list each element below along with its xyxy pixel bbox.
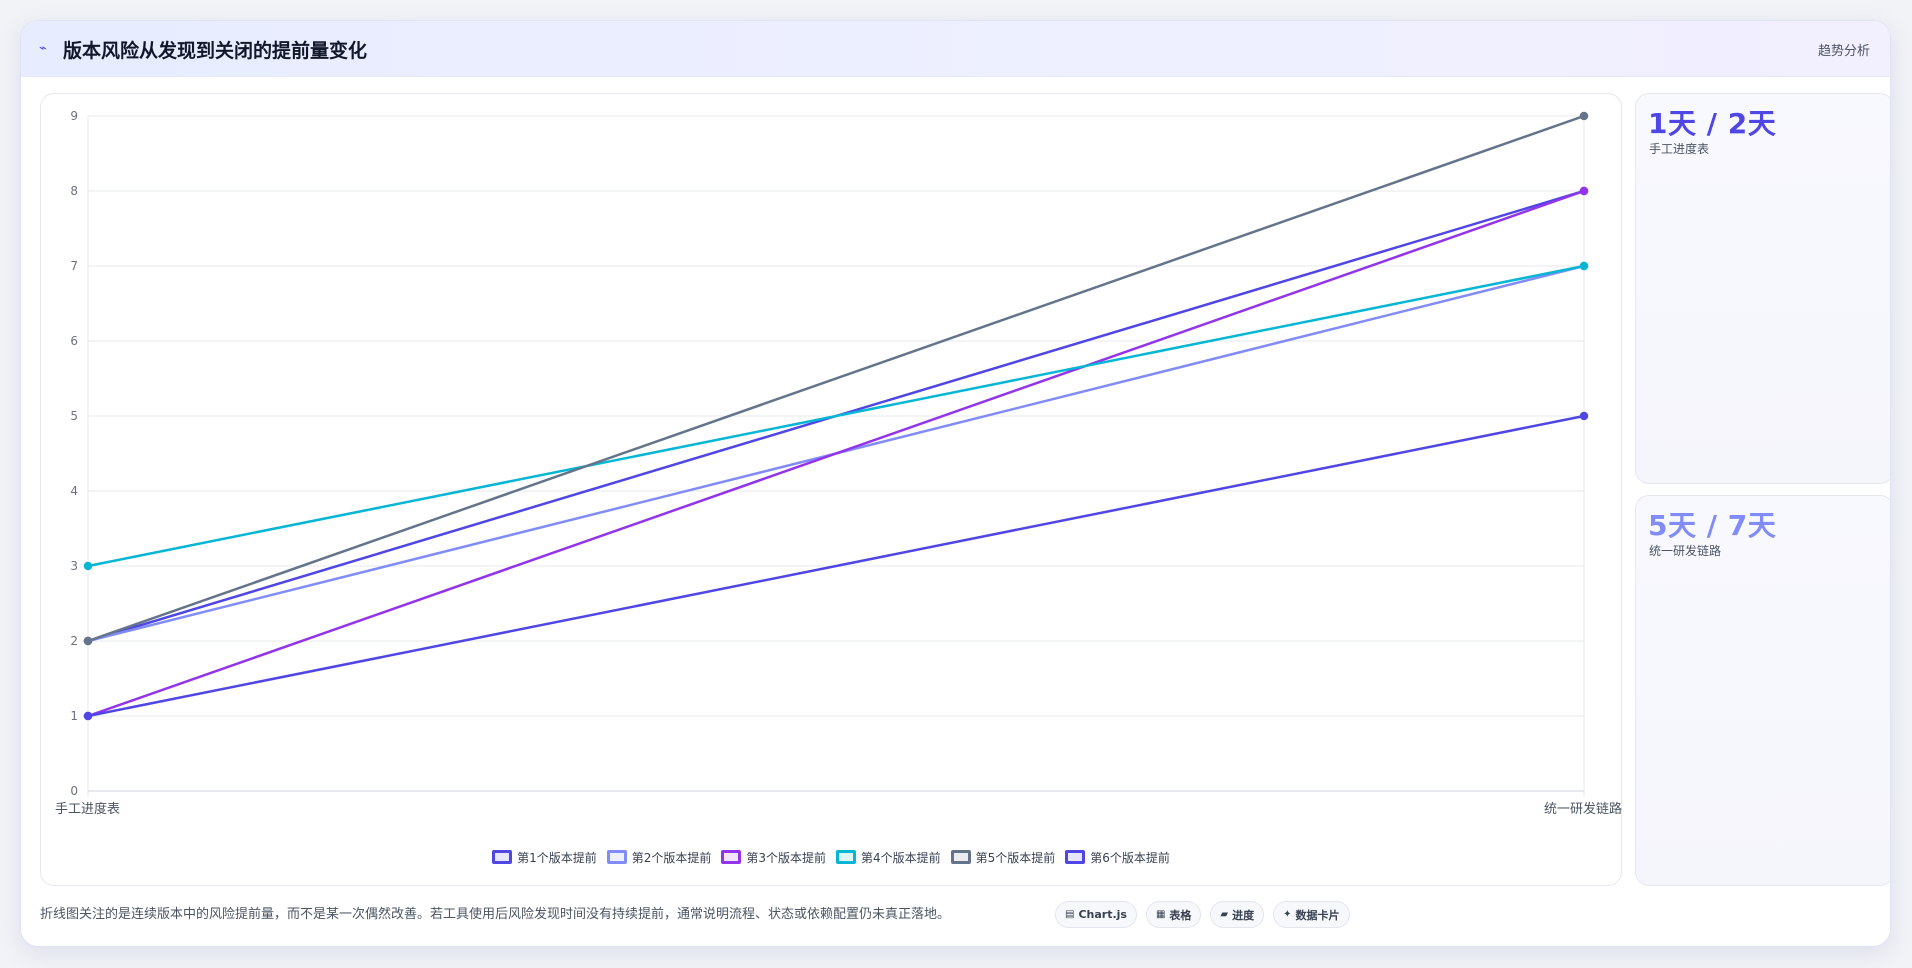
chip-progress[interactable]: ▰ 进度 xyxy=(1210,901,1265,928)
series-point-4 xyxy=(1579,261,1589,271)
legend-item-4[interactable]: 第4个版本提前 xyxy=(836,847,941,867)
stat-label: 统一研发链路 xyxy=(1649,544,1722,558)
legend-label: 第1个版本提前 xyxy=(517,850,597,865)
legend-item-5[interactable]: 第5个版本提前 xyxy=(950,847,1056,867)
stat-label: 手工进度表 xyxy=(1649,142,1710,156)
y-tick-label: 8 xyxy=(70,184,78,198)
y-tick-label: 5 xyxy=(70,409,78,423)
chip-label: 表格 xyxy=(1169,908,1192,922)
y-tick-label: 0 xyxy=(70,784,78,798)
chip-label: Chart.js xyxy=(1078,908,1127,921)
chip-label: 进度 xyxy=(1232,908,1255,922)
trend-icon: ⌁ xyxy=(39,41,47,56)
series-line-6 xyxy=(87,414,1585,718)
series-point-6 xyxy=(83,711,93,721)
series-line-5 xyxy=(87,114,1585,643)
y-tick-label: 4 xyxy=(70,484,78,498)
y-tick-label: 2 xyxy=(70,634,78,648)
legend-swatch xyxy=(950,850,971,864)
series-line-4 xyxy=(87,264,1585,568)
legend-label: 第2个版本提前 xyxy=(631,850,712,865)
y-tick-label: 6 xyxy=(70,334,78,348)
stat-card-unified: 5天 / 7天 统一研发链路 xyxy=(1635,495,1890,886)
table-icon: ▦ xyxy=(1155,909,1166,920)
stat-value: 5天 / 7天 xyxy=(1648,509,1777,542)
chip-group: ▤ Chart.js ▦ 表格 ▰ 进度 ✦ 数据卡片 xyxy=(1055,901,1350,928)
chart-legend: 第1个版本提前 第2个版本提前 第3个版本提前 第4个版本提前 第5个版本提前 第6个版本… xyxy=(41,847,1621,867)
series-line-3 xyxy=(87,189,1585,718)
chip-table[interactable]: ▦ 表格 xyxy=(1145,901,1202,928)
legend-item-3[interactable]: 第3个版本提前 xyxy=(721,847,826,867)
y-tick-label: 3 xyxy=(70,559,78,573)
card-title: 版本风险从发现到关闭的提前量变化 xyxy=(63,40,368,62)
header-tag: 趋势分析 xyxy=(1817,44,1870,59)
series-point-3 xyxy=(1579,186,1589,196)
legend-label: 第4个版本提前 xyxy=(861,850,941,865)
series-point-6 xyxy=(1579,411,1589,421)
y-tick-label: 9 xyxy=(70,109,78,123)
trend-card: ⌁ 版本风险从发现到关闭的提前量变化 趋势分析 0 1 2 3 4 5 6 7 8 9 手工进度表统… xyxy=(20,20,1891,947)
card-header: ⌁ 版本风险从发现到关闭的提前量变化 趋势分析 xyxy=(21,21,1890,77)
legend-swatch xyxy=(1065,850,1086,864)
legend-label: 第3个版本提前 xyxy=(746,850,826,865)
chart-icon: ▤ xyxy=(1065,909,1075,920)
stat-card-manual: 1天 / 2天 手工进度表 xyxy=(1635,93,1890,484)
y-tick-label: 7 xyxy=(70,259,78,273)
series-point-5 xyxy=(1579,111,1589,121)
chart-panel: 0 1 2 3 4 5 6 7 8 9 手工进度表 统一研发链路 第1个版本提前 第2个版本提前 第3个版… xyxy=(40,93,1622,886)
legend-label: 第5个版本提前 xyxy=(975,850,1056,865)
chip-data-card[interactable]: ✦ 数据卡片 xyxy=(1273,901,1350,928)
series-point-5 xyxy=(83,636,93,646)
series-point-4 xyxy=(83,561,93,571)
chip-chartjs[interactable]: ▤ Chart.js xyxy=(1055,901,1137,928)
progress-icon: ▰ xyxy=(1220,909,1229,920)
legend-swatch xyxy=(492,850,513,864)
y-tick-label: 1 xyxy=(70,709,78,723)
legend-label: 第6个版本提前 xyxy=(1090,850,1170,865)
chip-label: 数据卡片 xyxy=(1295,908,1340,922)
legend-item-2[interactable]: 第2个版本提前 xyxy=(606,847,712,867)
legend-swatch xyxy=(836,850,856,864)
x-tick-label: 手工进度表 xyxy=(55,801,120,817)
legend-item-6[interactable]: 第6个版本提前 xyxy=(1065,847,1170,867)
footer-note: 折线图关注的是连续版本中的风险提前量，而不是某一次偶然改善。若工具使用后风险发现… xyxy=(40,907,951,922)
legend-swatch xyxy=(721,850,742,864)
legend-item-1[interactable]: 第1个版本提前 xyxy=(492,847,597,867)
line-chart: 0 1 2 3 4 5 6 7 8 9 手工进度表 统一研发链路 xyxy=(55,109,1622,817)
stat-value: 1天 / 2天 xyxy=(1648,107,1777,140)
x-tick-label: 统一研发链路 xyxy=(1544,801,1622,817)
sparkle-icon: ✦ xyxy=(1283,909,1292,920)
legend-swatch xyxy=(606,850,627,864)
